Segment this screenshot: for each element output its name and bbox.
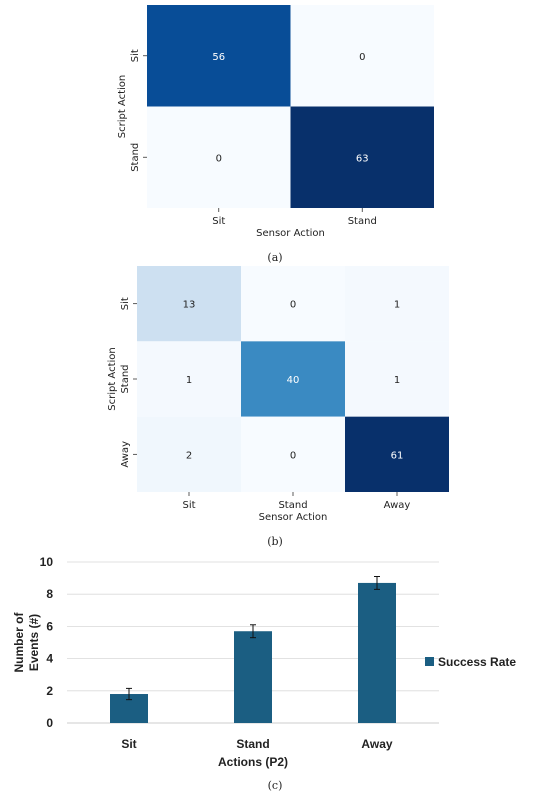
cell-value: 13 xyxy=(183,300,196,311)
heatmap-cell xyxy=(137,416,241,492)
y-axis-label-line: Number of xyxy=(12,611,26,672)
legend-swatch xyxy=(425,657,434,666)
y-tick-label: Stand xyxy=(130,143,141,172)
heatmap-cell xyxy=(345,416,449,492)
legend-label: Success Rate xyxy=(438,655,516,669)
y-axis-label-line: Events (#) xyxy=(27,614,41,671)
heatmap-cell xyxy=(137,266,241,342)
cell-value: 0 xyxy=(290,450,296,461)
cell-value: 40 xyxy=(287,375,300,386)
x-tick-label: Sit xyxy=(182,500,195,511)
heatmap-cell xyxy=(137,341,241,417)
x-tick-label: Sit xyxy=(121,737,136,751)
cell-value: 1 xyxy=(186,375,192,386)
y-tick-label: 6 xyxy=(46,619,53,633)
cell-value: 1 xyxy=(394,375,400,386)
heatmap-cell xyxy=(241,416,345,492)
legend: Success Rate xyxy=(425,655,516,669)
cell-value: 1 xyxy=(394,300,400,311)
heatmap-cell xyxy=(290,5,434,107)
x-axis-label: Sensor Action xyxy=(259,512,328,523)
y-tick-label: Sit xyxy=(120,297,131,310)
x-axis-label: Actions (P2) xyxy=(218,755,288,769)
bar xyxy=(358,582,396,723)
heatmap-1: 13 0 1 1 40 1 2 0 61 Sit Stand Away Sit Stand Away Sens… xyxy=(107,266,449,548)
cell-value: 61 xyxy=(391,450,404,461)
bar xyxy=(234,631,272,723)
x-axis-label: Sensor Action xyxy=(256,228,325,239)
x-tick-label: Away xyxy=(384,500,411,511)
x-tick-label: Stand xyxy=(278,500,307,511)
heatmap-cell xyxy=(290,106,434,208)
heatmap-cell xyxy=(147,5,291,107)
cell-value: 63 xyxy=(356,153,369,164)
heatmap-cell xyxy=(345,266,449,342)
x-tick-label: Stand xyxy=(236,737,269,751)
cell-value: 2 xyxy=(186,450,192,461)
y-tick-label: 0 xyxy=(46,716,53,730)
y-tick-label: Sit xyxy=(130,49,141,62)
panel-caption: (b) xyxy=(267,535,283,548)
x-tick-label: Away xyxy=(361,737,392,751)
x-tick-label: Stand xyxy=(348,216,377,227)
heatmap-cell xyxy=(345,341,449,417)
panel-caption: (c) xyxy=(268,779,283,792)
y-axis-label: Script Action xyxy=(117,75,128,139)
panel-caption: (a) xyxy=(267,251,282,264)
y-tick-label: 8 xyxy=(46,587,53,601)
heatmap-cell xyxy=(241,341,345,417)
y-axis-label: Number of Events (#) xyxy=(12,611,41,672)
y-axis-label: Script Action xyxy=(107,347,118,411)
y-tick-label: Stand xyxy=(120,364,131,393)
y-tick-label: 4 xyxy=(46,652,53,666)
y-tick-label: 2 xyxy=(46,684,53,698)
heatmap-0: 56 0 0 63 Sit Stand Sit Stand Sensor Action Scrip… xyxy=(117,5,434,264)
cell-value: 0 xyxy=(216,153,222,164)
cell-value: 56 xyxy=(212,52,225,63)
bar-chart-2: 0 2 4 6 8 10 Sit Stand Away Actions (P2) Number of… xyxy=(12,555,516,792)
y-tick-label: Away xyxy=(120,441,131,468)
cell-value: 0 xyxy=(359,52,365,63)
heatmap-cell xyxy=(241,266,345,342)
x-tick-label: Sit xyxy=(212,216,225,227)
y-tick-label: 10 xyxy=(40,555,54,569)
cell-value: 0 xyxy=(290,300,296,311)
heatmap-cell xyxy=(147,106,291,208)
